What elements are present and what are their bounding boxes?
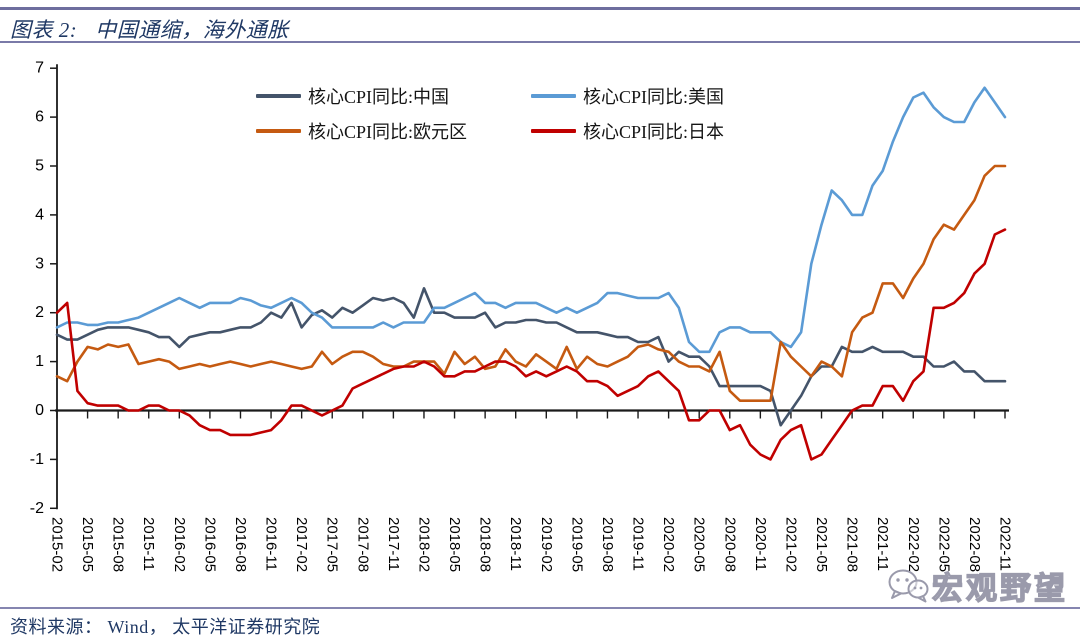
x-tick-label: 2016-11 (263, 517, 280, 571)
wechat-icon (888, 569, 929, 602)
y-tick-label: -2 (30, 500, 44, 517)
y-tick-label: -1 (30, 451, 44, 468)
x-tick-label: 2015-05 (79, 517, 96, 572)
legend-swatch-japan (531, 129, 576, 133)
x-tick-label: 2018-02 (415, 517, 432, 572)
figure-header: 图表 2: 中国通缩，海外通胀 (10, 14, 289, 44)
legend-label-japan: 核心CPI同比:日本 (583, 122, 725, 142)
legend-label-china: 核心CPI同比:中国 (308, 87, 450, 107)
figure-label: 图表 2: (10, 18, 78, 42)
x-tick-label: 2021-05 (813, 517, 830, 572)
legend-item-japan: 核心CPI同比:日本 (531, 120, 724, 142)
x-tick-label: 2015-11 (140, 517, 157, 571)
x-tick-label: 2019-11 (630, 517, 647, 571)
x-tick-label: 2020-05 (691, 517, 708, 572)
x-tick-label: 2019-05 (568, 517, 585, 572)
x-tick-label: 2015-02 (49, 517, 66, 572)
x-tick-label: 2017-08 (354, 517, 371, 572)
y-tick-label: 7 (35, 60, 44, 77)
x-tick-label: 2019-08 (599, 517, 616, 572)
y-tick-label: 3 (35, 255, 44, 272)
y-axis: -2 -1 0 1 2 3 4 5 6 7 (30, 60, 58, 517)
legend-swatch-us (531, 94, 576, 98)
title-underline (0, 41, 1080, 43)
x-tick-label: 2017-02 (293, 517, 310, 572)
legend-label-eurozone: 核心CPI同比:欧元区 (308, 122, 468, 142)
x-tick-label: 2016-02 (171, 517, 188, 572)
legend-item-eurozone: 核心CPI同比:欧元区 (256, 120, 467, 142)
x-tick-label: 2018-08 (477, 517, 494, 572)
x-tick-label: 2020-08 (721, 517, 738, 572)
x-tick-label: 2016-05 (201, 517, 218, 572)
legend-label-us: 核心CPI同比:美国 (583, 87, 725, 107)
x-tick-label: 2022-02 (905, 517, 922, 572)
y-tick-label: 5 (35, 158, 44, 175)
x-tick-label: 2021-02 (782, 517, 799, 572)
footer-rule (0, 607, 1080, 609)
x-tick-label: 2021-11 (874, 517, 891, 571)
x-axis: 2015-02 2015-05 2015-08 2015-11 2016-02 2016-… (49, 409, 1014, 572)
top-rule (0, 7, 1080, 10)
x-tick-label: 2018-11 (507, 517, 524, 571)
x-tick-label: 2017-05 (324, 517, 341, 572)
x-tick-label: 2019-02 (538, 517, 555, 572)
y-tick-label: 6 (35, 109, 44, 126)
x-tick-label: 2022-11 (997, 517, 1014, 571)
x-tick-label: 2015-08 (110, 517, 127, 572)
x-tick-label: 2020-11 (752, 517, 769, 571)
y-tick-label: 1 (35, 353, 44, 370)
watermark-text: 宏观野望 (931, 570, 1068, 606)
watermark: 宏观野望 (887, 563, 1068, 608)
series-line-japan (55, 228, 1007, 461)
x-tick-label: 2017-11 (385, 517, 402, 571)
x-tick-label: 2018-05 (446, 517, 463, 572)
legend-swatch-china (256, 94, 301, 98)
series-line-eurozone (55, 164, 1007, 403)
legend-item-china: 核心CPI同比:中国 (256, 85, 449, 107)
x-tick-label: 2022-05 (935, 517, 952, 572)
y-tick-label: 0 (35, 402, 44, 419)
x-tick-label: 2016-08 (232, 517, 249, 572)
y-tick-label: 4 (35, 206, 44, 223)
legend-item-us: 核心CPI同比:美国 (531, 85, 724, 107)
x-tick-label: 2022-08 (966, 517, 983, 572)
x-tick-label: 2021-08 (844, 517, 861, 572)
x-tick-label: 2020-02 (660, 517, 677, 572)
legend-swatch-eurozone (256, 129, 301, 133)
page-title: 中国通缩，海外通胀 (95, 18, 289, 42)
y-tick-label: 2 (35, 304, 44, 321)
series-line-us (55, 86, 1007, 354)
source-note: 资料来源： Wind， 太平洋证券研究院 (10, 617, 321, 637)
